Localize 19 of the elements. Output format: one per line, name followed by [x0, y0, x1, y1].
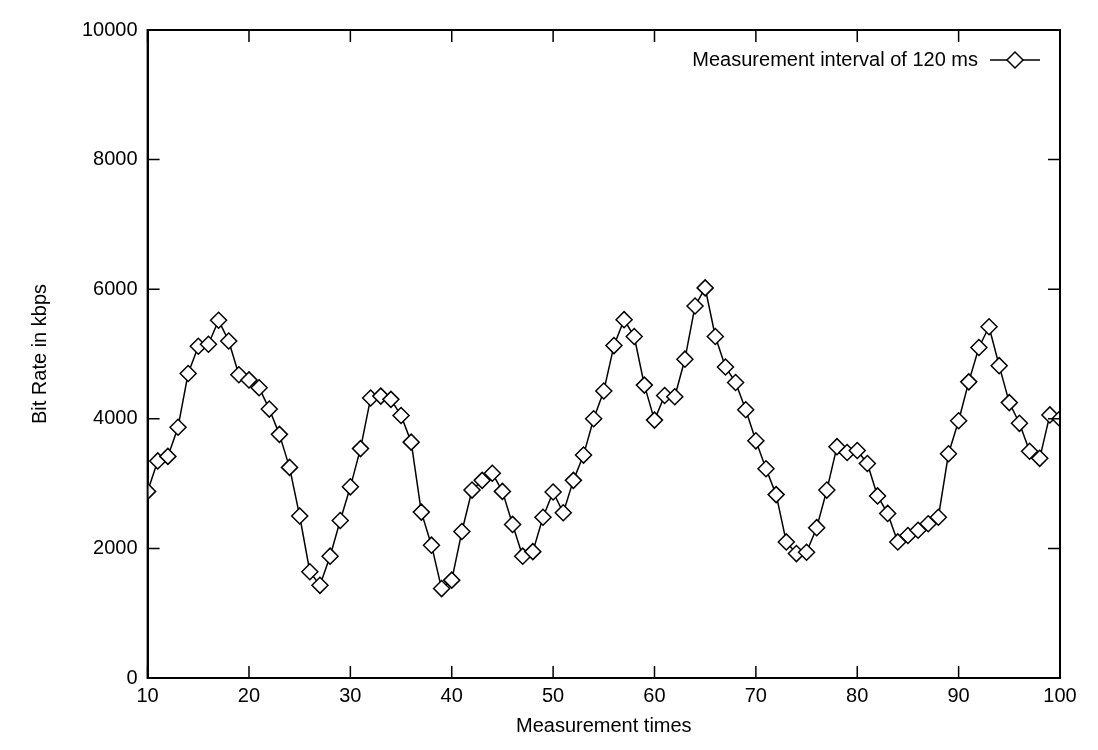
x-tick-label: 10 — [136, 683, 159, 706]
y-tick-label: 0 — [126, 665, 138, 688]
x-tick-label: 90 — [947, 683, 970, 706]
legend-label: Measurement interval of 120 ms — [692, 47, 978, 70]
y-tick-label: 4000 — [93, 406, 138, 429]
x-tick-label: 40 — [440, 683, 463, 706]
y-tick-label: 10000 — [81, 17, 138, 40]
x-axis-title: Measurement times — [516, 713, 692, 736]
x-tick-label: 60 — [643, 683, 666, 706]
x-tick-label: 30 — [339, 683, 362, 706]
x-tick-label: 70 — [744, 683, 767, 706]
y-tick-label: 2000 — [93, 535, 138, 558]
x-tick-label: 80 — [846, 683, 869, 706]
x-tick-label: 20 — [237, 683, 261, 706]
y-tick-label: 6000 — [93, 276, 138, 299]
x-tick-label: 100 — [1043, 683, 1077, 706]
y-tick-label: 8000 — [93, 147, 138, 170]
x-tick-label: 50 — [541, 683, 565, 706]
y-axis-title: Bit Rate in kbps — [27, 283, 50, 425]
